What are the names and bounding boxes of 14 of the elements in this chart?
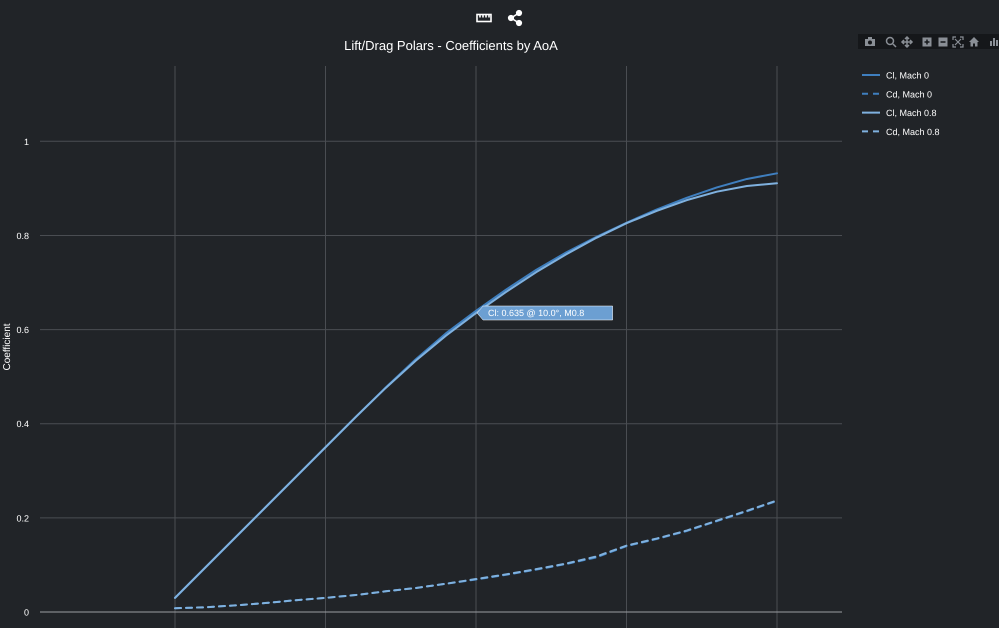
y-tick-label: 0.2 bbox=[16, 513, 29, 524]
y-tick-label: 0.6 bbox=[16, 325, 29, 336]
y-tick-label: 1 bbox=[24, 136, 29, 147]
legend-label: Cl, Mach 0 bbox=[886, 70, 930, 80]
y-tick-label: 0.8 bbox=[16, 230, 29, 241]
chart-title: Lift/Drag Polars - Coefficients by AoA bbox=[344, 38, 558, 53]
legend-label: Cl, Mach 0.8 bbox=[886, 108, 937, 118]
y-tick-label: 0.4 bbox=[16, 419, 29, 430]
legend-label: Cd, Mach 0.8 bbox=[886, 126, 940, 137]
legend-label: Cd, Mach 0 bbox=[886, 89, 932, 100]
y-axis-title: Coefficient bbox=[2, 323, 13, 371]
y-tick-label: 0 bbox=[24, 607, 29, 618]
hover-tooltip: Cl: 0.635 @ 10.0°, M0.8 bbox=[476, 306, 613, 320]
annotation: Cl: 0.635 @ 10.0°, M0.8 bbox=[488, 308, 584, 318]
